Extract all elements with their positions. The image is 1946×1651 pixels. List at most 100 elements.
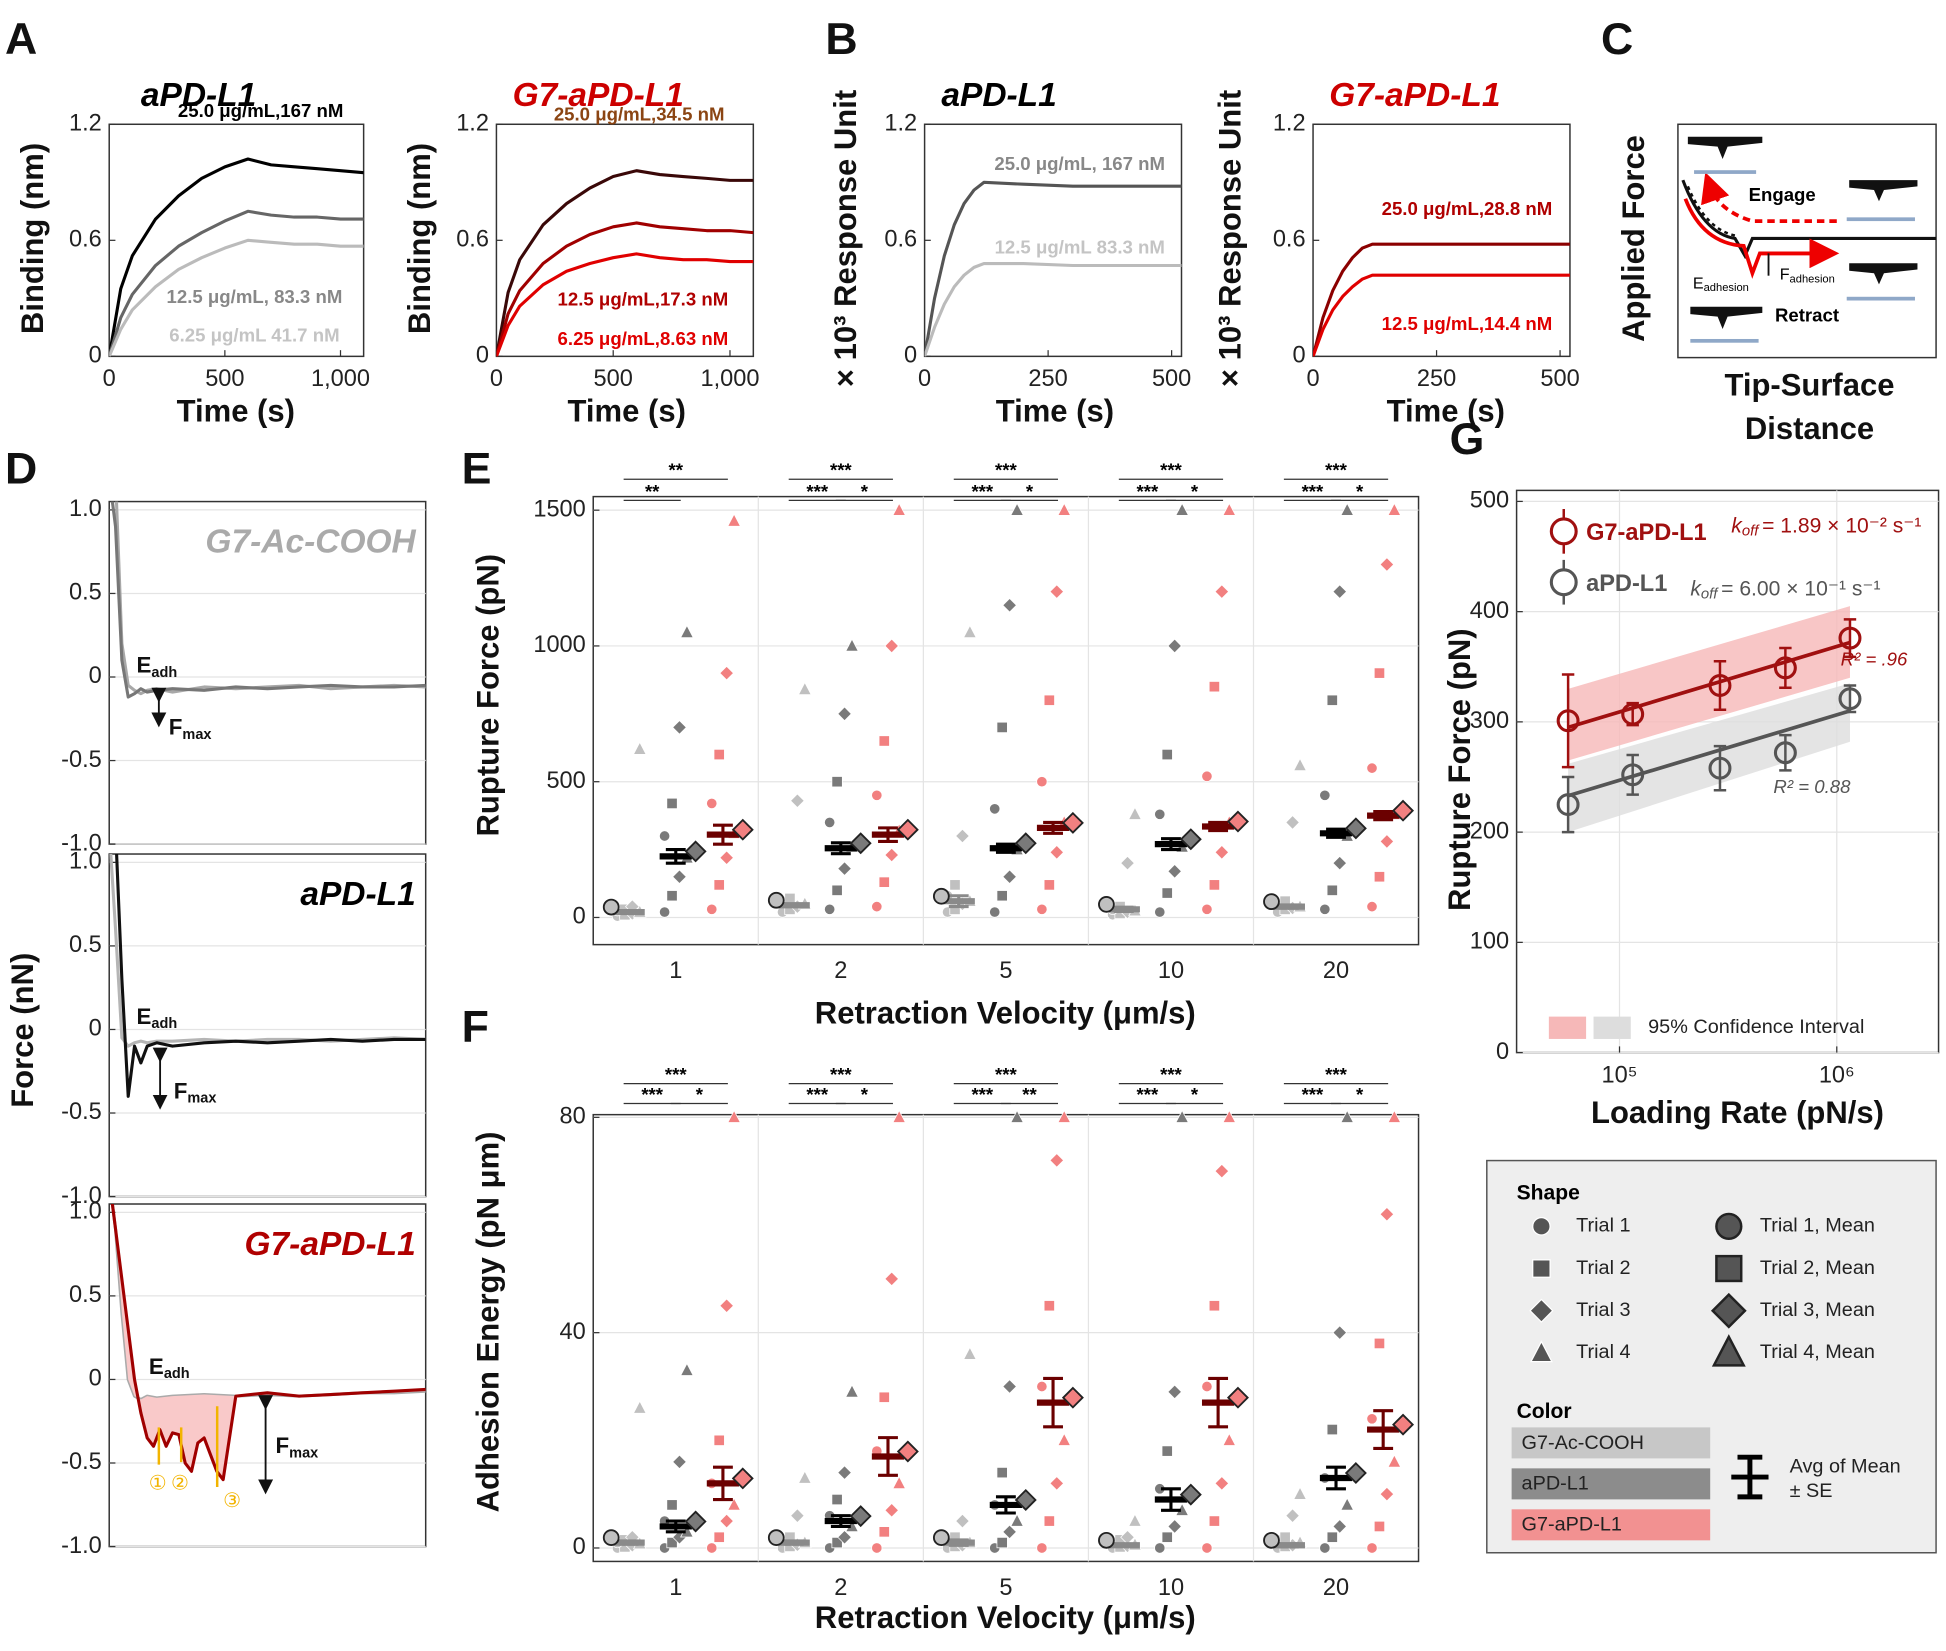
point (1344, 817, 1367, 840)
point (784, 892, 796, 905)
legend-label: Trial 1 (1576, 1215, 1630, 1237)
y-tick-label: 0 (573, 903, 586, 929)
afm-diagram: Applied Force Tip-Surface Distance Engag… (1616, 123, 1937, 446)
series-line (110, 501, 426, 699)
legend-label: Trial 2 (1576, 1257, 1630, 1279)
koff-annotation: koff = 1.89 × 10⁻² s⁻¹ (1731, 514, 1921, 539)
point (727, 513, 741, 527)
point (1049, 1476, 1065, 1491)
r2-annotation: R² = .96 (1841, 648, 1908, 669)
point (1379, 1486, 1395, 1502)
point (1208, 879, 1220, 891)
point (884, 847, 900, 863)
series-label: 12.5 μg/mL,14.4 nM (1382, 313, 1553, 334)
point (790, 793, 805, 809)
point (1061, 1386, 1084, 1409)
point (831, 884, 843, 896)
x-tick-label: 250 (1417, 365, 1456, 391)
point (1708, 674, 1732, 697)
point (1279, 1531, 1291, 1543)
x-tick-label: 500 (205, 365, 244, 391)
point (659, 830, 671, 842)
plot-area (110, 501, 426, 699)
label-sub: adhesion (1704, 282, 1749, 294)
point (955, 1513, 970, 1529)
point (837, 1529, 852, 1545)
x-tick-label: 1,000 (700, 365, 759, 391)
point (1715, 1212, 1743, 1241)
x-axis-label: Time (s) (996, 394, 1114, 429)
y-axis-label: Adhesion Energy (pN μm) (470, 1131, 505, 1512)
point (878, 735, 890, 747)
point (666, 890, 678, 902)
x-axis-label: Retraction Velocity (μm/s) (815, 1600, 1196, 1635)
point (632, 1400, 647, 1414)
point (1043, 1515, 1055, 1527)
annotation-base: ① (149, 1473, 167, 1495)
y-tick-label: 1.2 (456, 110, 489, 136)
annotation-sub: max (289, 1445, 318, 1461)
point (1332, 1325, 1348, 1340)
legend-label: aPD-L1 (1586, 570, 1667, 596)
chart-title: aPD-L1 (300, 876, 415, 913)
point (1373, 871, 1386, 883)
surface-icons (1690, 170, 1915, 343)
point (871, 789, 883, 801)
point (1043, 879, 1055, 891)
plot-frame (592, 1113, 1420, 1563)
x-tick-label: 10⁵ (1601, 1061, 1637, 1087)
plot-area (924, 180, 1182, 357)
y-tick-label: 0 (1292, 342, 1305, 368)
point (884, 1271, 900, 1287)
point (1326, 884, 1338, 896)
legend-title: Shape (1517, 1182, 1580, 1205)
annotation: Fmax (276, 1433, 319, 1461)
error-bar (1626, 753, 1639, 796)
annotation: Eadh (137, 653, 178, 681)
point (1057, 1432, 1072, 1446)
series-label: 12.5 μg/mL,17.3 nM (558, 288, 729, 309)
point (1344, 1462, 1367, 1485)
significance-label: * (696, 1084, 704, 1105)
cantilever-icons (1687, 136, 1918, 330)
significance-label: *** (806, 1084, 828, 1105)
legend-label: Trial 1, Mean (1760, 1215, 1875, 1237)
series-line (110, 1204, 426, 1482)
point (1014, 832, 1037, 855)
point (1014, 1488, 1037, 1511)
series-label: 25.0 μg/mL,167 nM (178, 100, 343, 121)
x-tick-label: 1,000 (311, 365, 370, 391)
annotation: Eadh (137, 1004, 178, 1032)
annotation-base: ③ (223, 1490, 241, 1512)
significance-label: *** (1160, 1064, 1182, 1085)
y-tick-label: 1.2 (69, 110, 102, 136)
point (1002, 1379, 1017, 1394)
point (892, 502, 907, 516)
point (1392, 799, 1415, 822)
legend-label: Trial 4 (1576, 1341, 1630, 1363)
point (1379, 834, 1395, 849)
point (1161, 887, 1173, 899)
x-tick-label: 0 (918, 365, 931, 391)
point (1340, 502, 1355, 516)
y-tick-label: 1000 (533, 631, 585, 657)
annotation-base: E (149, 1354, 164, 1379)
plot-frame (1312, 123, 1571, 358)
annotation-base: F (169, 715, 183, 740)
point (845, 1384, 859, 1398)
point (1049, 1153, 1065, 1168)
x-tick-label: 10 (1158, 957, 1184, 983)
point (1392, 1413, 1415, 1436)
point (1222, 1432, 1237, 1446)
point (837, 1465, 852, 1480)
x-tick-label: 2 (834, 957, 847, 983)
panel-label: F (462, 1003, 489, 1052)
significance-label: *** (1302, 1084, 1324, 1105)
point (1366, 762, 1378, 774)
point (1340, 1109, 1355, 1123)
point (1010, 1109, 1024, 1123)
point (767, 1529, 785, 1547)
series-line (114, 501, 426, 696)
significance-label: * (1026, 481, 1034, 502)
